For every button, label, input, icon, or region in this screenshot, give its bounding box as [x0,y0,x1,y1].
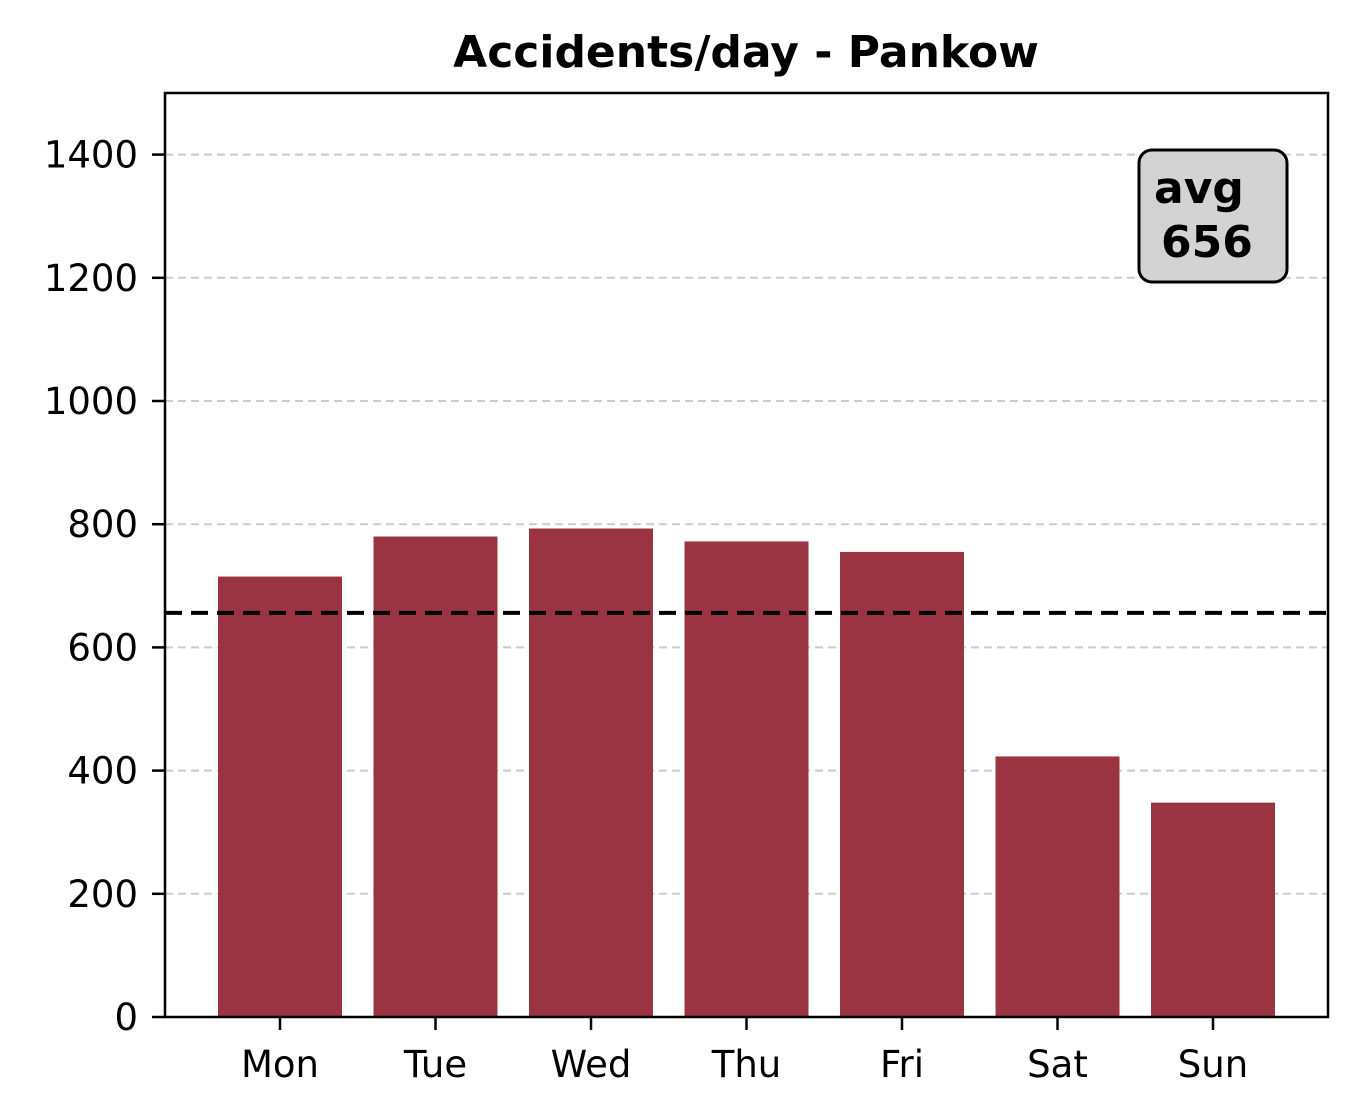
x-axis-ticks: Mon Tue Wed Thu Fri Sat Sun [241,1017,1248,1086]
x-tick-label: Thu [711,1043,782,1086]
bar-wed [529,528,653,1017]
average-box [1137,148,1289,284]
bar-mon [218,576,342,1017]
average-value: 656 [1161,217,1253,268]
bars [218,528,1275,1017]
bar-thu [684,541,809,1017]
y-tick-label: 600 [67,626,138,669]
y-axis-ticks: 0 200 400 600 800 1000 1200 1400 [44,134,165,1039]
bar-sat [995,756,1120,1017]
average-label: avg [1154,163,1244,214]
bar-fri [840,551,964,1017]
y-tick-label: 1000 [44,380,138,423]
y-tick-label: 800 [67,503,138,546]
y-tick-label: 0 [114,996,138,1039]
x-tick-label: Mon [241,1043,319,1086]
x-tick-label: Wed [551,1043,632,1086]
y-tick-label: 200 [67,873,138,916]
x-tick-label: Tue [403,1043,467,1086]
y-tick-label: 400 [67,750,138,793]
x-tick-label: Sat [1027,1043,1088,1086]
bar-sun [1151,802,1275,1017]
bar-tue [373,536,498,1017]
x-tick-label: Sun [1178,1043,1248,1086]
y-tick-label: 1200 [44,257,138,300]
gridlines [165,153,1328,895]
average-annotation: avg 656 [1137,148,1289,284]
y-tick-label: 1400 [44,134,138,177]
chart-title: Accidents/day - Pankow [453,27,1039,78]
x-tick-label: Fri [880,1043,924,1086]
